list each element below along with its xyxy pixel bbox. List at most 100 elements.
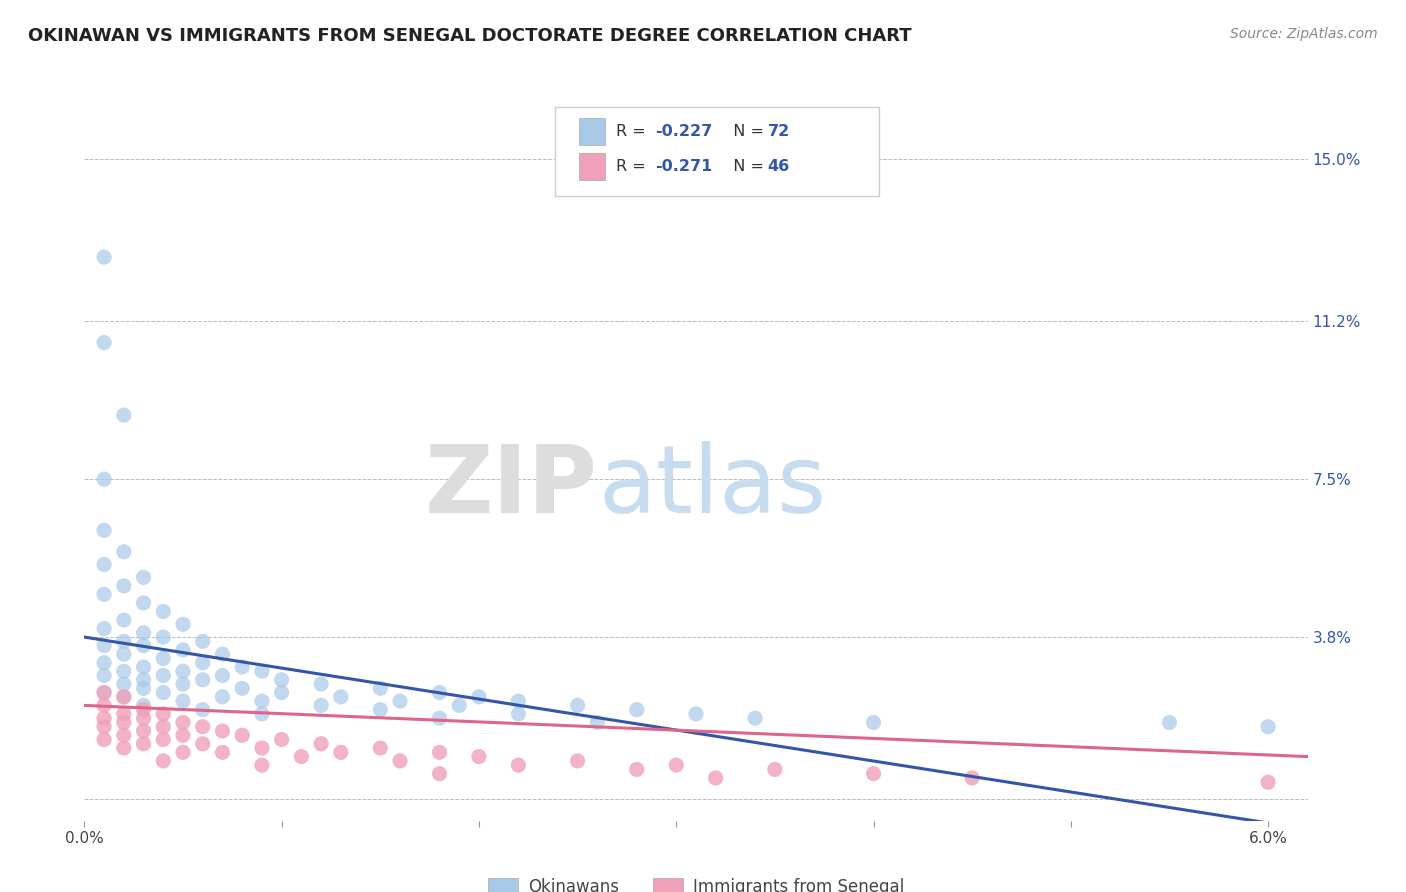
Point bbox=[93, 472, 115, 486]
Point bbox=[191, 720, 214, 734]
Point bbox=[211, 668, 233, 682]
Point bbox=[368, 703, 391, 717]
Point bbox=[112, 579, 135, 593]
Point bbox=[567, 698, 589, 713]
Text: -0.271: -0.271 bbox=[655, 160, 713, 174]
Point bbox=[152, 651, 174, 665]
Point bbox=[172, 643, 194, 657]
Point bbox=[132, 724, 155, 739]
Point bbox=[93, 524, 115, 538]
Point bbox=[152, 706, 174, 721]
Point bbox=[112, 634, 135, 648]
Point bbox=[329, 690, 352, 704]
Text: -0.227: -0.227 bbox=[655, 124, 713, 138]
Point bbox=[389, 694, 412, 708]
Point bbox=[152, 754, 174, 768]
Text: N =: N = bbox=[723, 160, 769, 174]
Point bbox=[112, 706, 135, 721]
Point bbox=[172, 617, 194, 632]
Point bbox=[132, 737, 155, 751]
Point bbox=[172, 728, 194, 742]
Text: R =: R = bbox=[616, 160, 651, 174]
Text: Source: ZipAtlas.com: Source: ZipAtlas.com bbox=[1230, 27, 1378, 41]
Legend: Okinawans, Immigrants from Senegal: Okinawans, Immigrants from Senegal bbox=[481, 871, 911, 892]
Point bbox=[309, 677, 332, 691]
Point bbox=[309, 698, 332, 713]
Point bbox=[132, 681, 155, 696]
Point bbox=[132, 698, 155, 713]
Point bbox=[93, 685, 115, 699]
Point bbox=[270, 685, 292, 699]
Point bbox=[191, 634, 214, 648]
Point bbox=[368, 681, 391, 696]
Point bbox=[132, 570, 155, 584]
Point bbox=[152, 732, 174, 747]
Point bbox=[744, 711, 766, 725]
Point bbox=[93, 622, 115, 636]
Point bbox=[132, 596, 155, 610]
Point bbox=[665, 758, 688, 772]
Point bbox=[93, 587, 115, 601]
Point bbox=[270, 732, 292, 747]
Point bbox=[250, 694, 273, 708]
Point bbox=[250, 741, 273, 756]
Point bbox=[93, 720, 115, 734]
Point bbox=[93, 698, 115, 713]
Point bbox=[685, 706, 707, 721]
Text: OKINAWAN VS IMMIGRANTS FROM SENEGAL DOCTORATE DEGREE CORRELATION CHART: OKINAWAN VS IMMIGRANTS FROM SENEGAL DOCT… bbox=[28, 27, 911, 45]
Point bbox=[93, 732, 115, 747]
Point bbox=[250, 665, 273, 679]
Point bbox=[508, 706, 530, 721]
Point bbox=[468, 690, 491, 704]
Point bbox=[960, 771, 983, 785]
Point bbox=[508, 758, 530, 772]
Point bbox=[211, 724, 233, 739]
Point bbox=[152, 685, 174, 699]
Point bbox=[112, 677, 135, 691]
Text: ZIP: ZIP bbox=[425, 441, 598, 533]
Point bbox=[250, 758, 273, 772]
Point bbox=[508, 694, 530, 708]
Point bbox=[429, 745, 451, 759]
Text: N =: N = bbox=[723, 124, 769, 138]
Point bbox=[152, 668, 174, 682]
Point bbox=[231, 660, 253, 674]
Point bbox=[172, 677, 194, 691]
Point bbox=[132, 660, 155, 674]
Point bbox=[93, 685, 115, 699]
Point bbox=[1257, 775, 1279, 789]
Point bbox=[1257, 720, 1279, 734]
Point bbox=[132, 639, 155, 653]
Point bbox=[132, 703, 155, 717]
Point bbox=[250, 706, 273, 721]
Point bbox=[626, 703, 648, 717]
Point bbox=[112, 545, 135, 559]
Point bbox=[172, 694, 194, 708]
Point bbox=[132, 625, 155, 640]
Point bbox=[270, 673, 292, 687]
Point bbox=[112, 408, 135, 422]
Text: R =: R = bbox=[616, 124, 651, 138]
Point bbox=[112, 647, 135, 661]
Point bbox=[586, 715, 609, 730]
Point bbox=[191, 737, 214, 751]
Point bbox=[763, 763, 786, 777]
Point bbox=[152, 605, 174, 619]
Point bbox=[704, 771, 727, 785]
Point bbox=[93, 250, 115, 264]
Point bbox=[93, 639, 115, 653]
Point bbox=[93, 711, 115, 725]
Point bbox=[429, 685, 451, 699]
Point bbox=[231, 681, 253, 696]
Point bbox=[112, 690, 135, 704]
Point bbox=[93, 668, 115, 682]
Point bbox=[211, 690, 233, 704]
Point bbox=[567, 754, 589, 768]
Point bbox=[112, 715, 135, 730]
Point bbox=[468, 749, 491, 764]
Point bbox=[211, 745, 233, 759]
Text: 72: 72 bbox=[768, 124, 790, 138]
Point bbox=[389, 754, 412, 768]
Point bbox=[231, 728, 253, 742]
Point bbox=[112, 728, 135, 742]
